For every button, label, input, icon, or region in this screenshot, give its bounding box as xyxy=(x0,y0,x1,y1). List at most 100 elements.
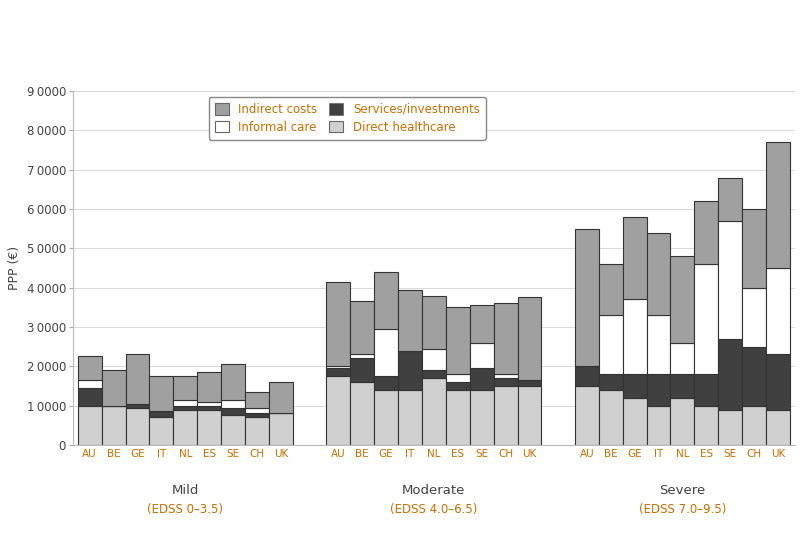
Bar xyxy=(694,406,719,445)
Bar xyxy=(517,380,542,386)
Bar xyxy=(245,418,269,445)
Bar xyxy=(470,368,494,390)
Bar xyxy=(575,366,599,386)
Bar xyxy=(646,233,671,315)
Bar xyxy=(126,407,149,445)
Bar xyxy=(350,382,374,445)
Bar xyxy=(221,415,245,445)
Bar xyxy=(398,289,422,351)
Bar xyxy=(470,343,494,368)
Text: (EDSS 0–3.5): (EDSS 0–3.5) xyxy=(148,503,223,516)
Bar xyxy=(374,376,398,390)
Bar xyxy=(719,177,742,221)
Bar xyxy=(446,307,470,374)
Bar xyxy=(422,348,446,370)
Bar xyxy=(126,354,149,404)
Bar xyxy=(78,388,101,406)
Bar xyxy=(197,401,221,406)
Bar xyxy=(575,229,599,366)
Bar xyxy=(326,368,350,376)
Bar xyxy=(101,406,126,445)
Bar xyxy=(719,410,742,445)
Bar xyxy=(599,390,623,445)
Bar xyxy=(671,256,694,343)
Bar xyxy=(517,297,542,380)
Bar xyxy=(599,315,623,374)
Bar xyxy=(766,142,790,268)
Bar xyxy=(326,376,350,445)
Bar xyxy=(326,366,350,368)
Bar xyxy=(174,406,197,410)
Bar xyxy=(422,295,446,348)
Bar xyxy=(101,370,126,406)
Bar xyxy=(197,410,221,445)
Bar xyxy=(398,351,422,390)
Bar xyxy=(422,370,446,378)
Bar xyxy=(197,372,221,401)
Bar xyxy=(350,301,374,354)
Bar xyxy=(494,386,517,445)
Bar xyxy=(149,412,174,418)
Bar xyxy=(766,354,790,410)
Bar xyxy=(742,347,766,406)
Bar xyxy=(599,374,623,390)
Bar xyxy=(78,380,101,388)
Bar xyxy=(78,356,101,380)
Bar xyxy=(719,339,742,410)
Bar xyxy=(221,407,245,415)
Bar xyxy=(494,374,517,378)
Bar xyxy=(623,374,646,398)
Bar xyxy=(446,382,470,390)
Bar xyxy=(623,217,646,300)
Bar xyxy=(494,378,517,386)
Bar xyxy=(374,272,398,329)
Y-axis label: PPP (€): PPP (€) xyxy=(8,246,21,290)
Bar xyxy=(174,400,197,406)
Bar xyxy=(766,268,790,354)
Bar xyxy=(742,288,766,347)
Bar xyxy=(470,306,494,343)
Bar xyxy=(623,300,646,374)
Bar xyxy=(646,406,671,445)
Bar xyxy=(221,364,245,400)
Bar xyxy=(694,201,719,264)
Bar xyxy=(494,303,517,374)
Bar xyxy=(694,264,719,374)
Bar xyxy=(422,378,446,445)
Text: (EDSS 4.0–6.5): (EDSS 4.0–6.5) xyxy=(390,503,478,516)
Bar xyxy=(517,386,542,445)
Text: (EDSS 7.0–9.5): (EDSS 7.0–9.5) xyxy=(639,503,726,516)
Text: Mild: Mild xyxy=(172,484,199,497)
Bar xyxy=(623,398,646,445)
Bar xyxy=(446,374,470,382)
Bar xyxy=(398,390,422,445)
Bar xyxy=(719,221,742,339)
Bar xyxy=(374,329,398,376)
Text: Severe: Severe xyxy=(659,484,706,497)
Bar xyxy=(126,404,149,407)
Text: Moderate: Moderate xyxy=(402,484,466,497)
Bar xyxy=(245,392,269,407)
Bar xyxy=(269,382,293,413)
Bar xyxy=(694,374,719,406)
Bar xyxy=(374,390,398,445)
Bar xyxy=(174,376,197,400)
Bar xyxy=(646,315,671,374)
Bar xyxy=(245,407,269,413)
Bar xyxy=(575,386,599,445)
Bar xyxy=(599,264,623,315)
Bar xyxy=(671,374,694,398)
Bar xyxy=(174,410,197,445)
Bar xyxy=(350,354,374,359)
Bar xyxy=(766,410,790,445)
Bar xyxy=(470,390,494,445)
Legend: Indirect costs, Informal care, Services/investments, Direct healthcare: Indirect costs, Informal care, Services/… xyxy=(208,97,486,139)
Bar xyxy=(742,209,766,288)
Bar xyxy=(221,400,245,407)
Bar xyxy=(78,406,101,445)
Bar xyxy=(149,376,174,412)
Bar xyxy=(742,406,766,445)
Bar xyxy=(446,390,470,445)
Bar xyxy=(671,343,694,374)
Bar xyxy=(269,413,293,445)
